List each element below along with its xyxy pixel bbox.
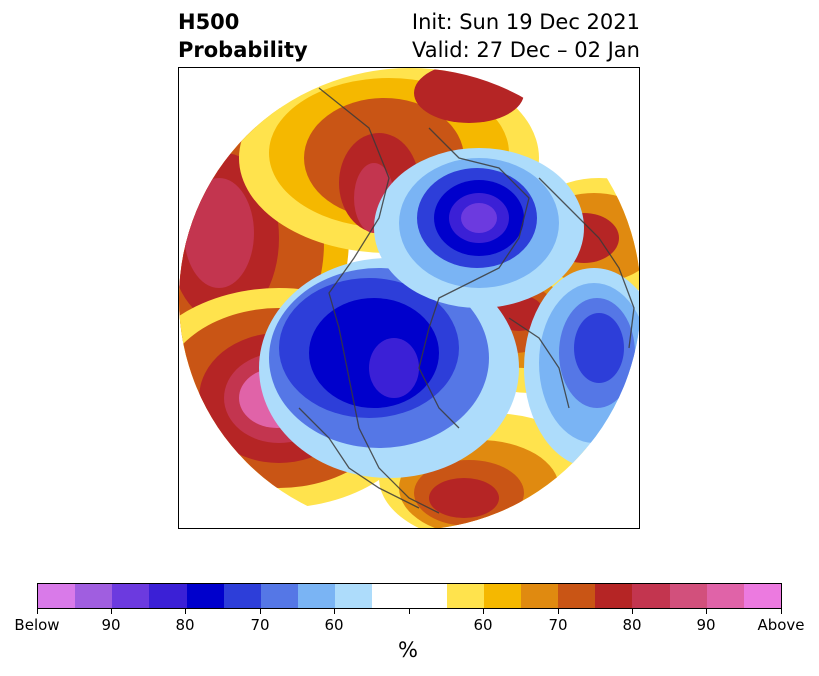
colorbar-segment-above-55 (446, 584, 484, 608)
colorbar-segment-above-100 (743, 584, 782, 608)
probability-field (179, 68, 639, 528)
colorbar-tick (334, 609, 335, 614)
colorbar-tick (260, 609, 261, 614)
init-date: Init: Sun 19 Dec 2021 (411, 10, 640, 34)
map-svg (179, 68, 639, 528)
negative-anomaly-regions (259, 148, 639, 478)
colorbar-segment-below-60 (298, 584, 336, 608)
colorbar-tick (781, 609, 782, 614)
colorbar-tick (483, 609, 484, 614)
colorbar-segment-below-100 (38, 584, 76, 608)
colorbar-units: % (398, 638, 418, 662)
colorbar-tick-label: 70 (250, 616, 270, 634)
colorbar-tick-label: 60 (324, 616, 344, 634)
colorbar-segment-above-85 (669, 584, 707, 608)
colorbar-tick-label: 90 (101, 616, 121, 634)
colorbar-segment-above-75 (595, 584, 633, 608)
colorbar-segment-below-90 (75, 584, 113, 608)
colorbar-tick (632, 609, 633, 614)
colorbar-tick (37, 609, 38, 614)
colorbar-tick (185, 609, 186, 614)
valid-range: Valid: 27 Dec – 02 Jan (411, 38, 640, 62)
colorbar-tick-label: 60 (473, 616, 493, 634)
colorbar-tick (558, 609, 559, 614)
colorbar-segment-below-70 (223, 584, 261, 608)
colorbar-tick-label: Above (757, 616, 805, 634)
colorbar-tick-label: 80 (175, 616, 195, 634)
colorbar-tick (409, 609, 410, 614)
colorbar-tick-label: 90 (696, 616, 716, 634)
colorbar-segment-above-80 (632, 584, 670, 608)
colorbar-segment-above-60 (483, 584, 522, 608)
colorbar-segment-below-65 (260, 584, 299, 608)
product-label: Probability (178, 38, 308, 62)
variable-label: H500 (178, 10, 240, 34)
colorbar-segment-below-85 (112, 584, 150, 608)
map-outlines (298, 87, 635, 514)
colorbar-segment-below-55 (335, 584, 373, 608)
colorbar-tick (111, 609, 112, 614)
colorbar-tick-label: Below (14, 616, 60, 634)
colorbar-tick (706, 609, 707, 614)
chart-title: H500 Probability (178, 8, 308, 64)
colorbar (37, 583, 782, 609)
probability-map (178, 67, 640, 529)
date-info: Init: Sun 19 Dec 2021 Valid: 27 Dec – 02… (412, 8, 640, 64)
colorbar-segment-neutral (372, 584, 447, 608)
colorbar-segment-below-75 (186, 584, 224, 608)
colorbar-tick-label: 80 (622, 616, 642, 634)
colorbar-segment-above-90 (706, 584, 744, 608)
colorbar-segment-above-65 (521, 584, 559, 608)
colorbar-segment-above-70 (558, 584, 596, 608)
colorbar-tick-label: 70 (548, 616, 568, 634)
colorbar-segment-below-80 (149, 584, 187, 608)
